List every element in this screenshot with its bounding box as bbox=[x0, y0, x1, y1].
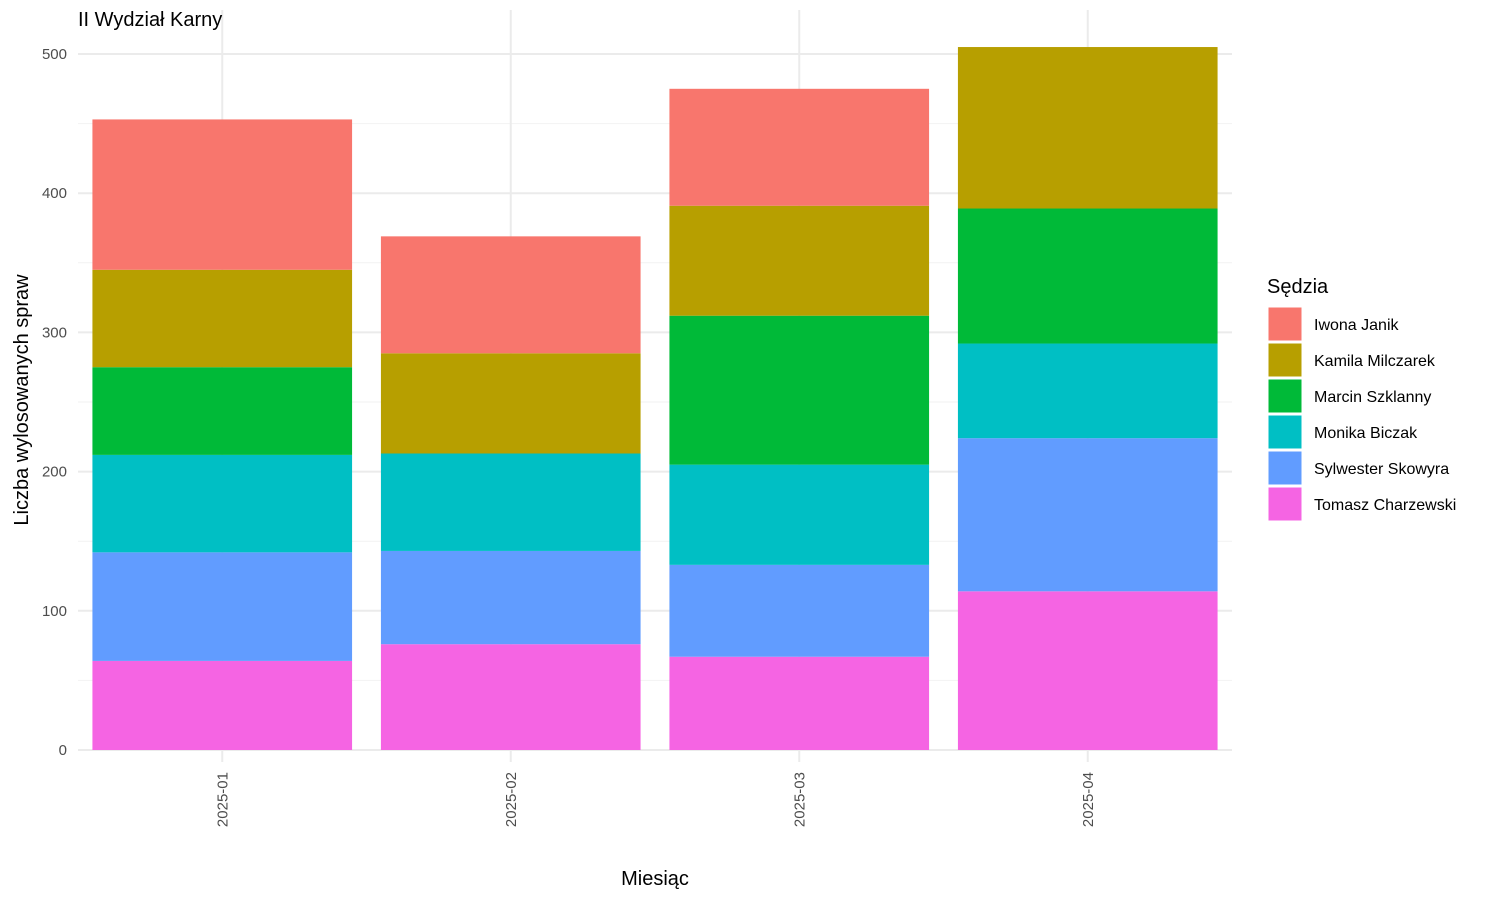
bar-segment bbox=[669, 564, 930, 657]
chart-title: II Wydział Karny bbox=[78, 9, 222, 31]
legend-key bbox=[1267, 342, 1303, 378]
legend-label: Monika Biczak bbox=[1314, 425, 1418, 442]
y-axis-title: Liczba wylosowanych spraw bbox=[11, 274, 33, 526]
legend-label: Tomasz Charzewski bbox=[1314, 497, 1456, 514]
x-tick-label: 2025-03 bbox=[791, 772, 808, 827]
y-axis-ticks: 0 100 200 300 400 500 bbox=[42, 46, 67, 759]
bar-segment bbox=[380, 353, 641, 454]
bar-segment bbox=[92, 269, 353, 368]
bar-segment bbox=[957, 47, 1218, 209]
legend: Sędzia Iwona Janik Kamila Milczarek Marcin… bbox=[1267, 276, 1456, 522]
legend-key bbox=[1267, 450, 1303, 486]
bar-segment bbox=[92, 552, 353, 661]
bar-segment bbox=[957, 438, 1218, 592]
legend-key bbox=[1267, 306, 1303, 342]
bar-segment bbox=[669, 205, 930, 316]
legend-label: Sylwester Skowyra bbox=[1314, 461, 1449, 478]
x-tick-label: 2025-02 bbox=[503, 772, 520, 827]
legend-key bbox=[1267, 378, 1303, 414]
bar-segment bbox=[669, 315, 930, 465]
bar-segment bbox=[92, 367, 353, 455]
x-axis-ticks: 2025-01 2025-02 2025-03 2025-04 bbox=[214, 772, 1097, 827]
y-tick-label: 100 bbox=[42, 603, 67, 620]
bar-segment bbox=[380, 550, 641, 645]
y-tick-label: 0 bbox=[59, 742, 67, 759]
bar-segment bbox=[92, 660, 353, 750]
legend-key bbox=[1267, 414, 1303, 450]
y-tick-label: 500 bbox=[42, 46, 67, 63]
bar-segment bbox=[669, 88, 930, 206]
bar-segment bbox=[92, 454, 353, 553]
x-axis-title: Miesiąc bbox=[621, 868, 689, 890]
x-tick-label: 2025-04 bbox=[1080, 772, 1097, 827]
bar-segment bbox=[957, 591, 1218, 750]
bar-segment bbox=[669, 464, 930, 565]
y-tick-label: 300 bbox=[42, 324, 67, 341]
x-tick-label: 2025-01 bbox=[214, 772, 231, 827]
legend-label: Iwona Janik bbox=[1314, 317, 1399, 334]
legend-key bbox=[1267, 486, 1303, 522]
y-tick-label: 400 bbox=[42, 185, 67, 202]
bar-segment bbox=[380, 236, 641, 354]
bar-segment bbox=[380, 453, 641, 551]
bars bbox=[92, 47, 1218, 750]
bar-segment bbox=[92, 119, 353, 270]
legend-label: Kamila Milczarek bbox=[1314, 353, 1436, 370]
bar-segment bbox=[380, 644, 641, 750]
y-tick-label: 200 bbox=[42, 464, 67, 481]
bar-segment bbox=[957, 208, 1218, 344]
legend-title: Sędzia bbox=[1267, 276, 1329, 298]
legend-label: Marcin Szklanny bbox=[1314, 389, 1431, 406]
bar-segment bbox=[669, 656, 930, 750]
bar-segment bbox=[957, 343, 1218, 439]
